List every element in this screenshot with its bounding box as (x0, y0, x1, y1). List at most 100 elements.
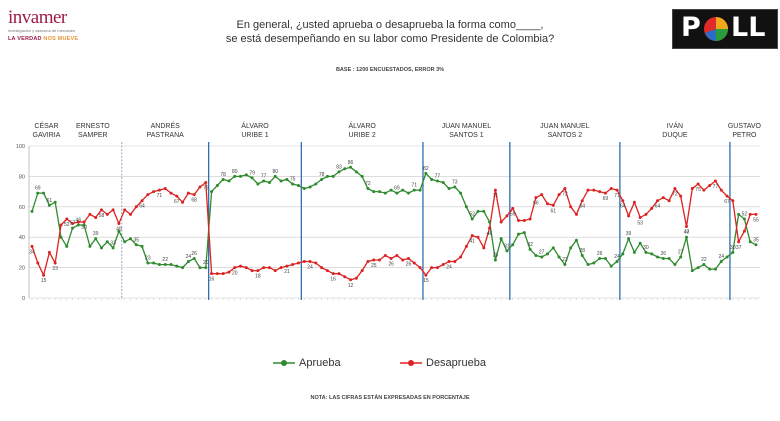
data-point-desaprueba (308, 260, 312, 264)
data-point-desaprueba (586, 188, 590, 192)
data-label: 33 (110, 240, 116, 246)
data-label: 46 (487, 231, 493, 237)
data-point-aprueba (603, 256, 607, 260)
data-point-desaprueba (210, 272, 214, 276)
period-label-term: SANTOS 2 (548, 132, 583, 139)
data-point-desaprueba (233, 266, 237, 270)
data-point-aprueba (250, 176, 254, 180)
data-label: 15 (41, 278, 47, 284)
data-point-aprueba (117, 229, 121, 233)
data-label: 21 (284, 269, 290, 275)
data-point-desaprueba (244, 266, 248, 270)
data-point-desaprueba (464, 244, 468, 248)
data-label: 16 (330, 277, 336, 283)
data-point-desaprueba (459, 255, 463, 259)
data-point-desaprueba (551, 203, 555, 207)
data-label: 27 (678, 249, 684, 255)
data-point-aprueba (291, 182, 295, 186)
data-point-desaprueba (424, 273, 428, 277)
data-point-aprueba (464, 205, 468, 209)
data-point-desaprueba (36, 261, 40, 265)
data-point-desaprueba (53, 261, 57, 265)
data-label: 69 (603, 196, 609, 202)
data-point-desaprueba (227, 270, 231, 274)
data-point-aprueba (545, 252, 549, 256)
data-label: 71 (411, 183, 417, 189)
data-point-aprueba (470, 217, 474, 221)
data-point-aprueba (684, 235, 688, 239)
logo-subtitle: investigación y asesoría de mercadeo (8, 28, 76, 33)
data-label: 79 (249, 170, 255, 176)
data-point-aprueba (725, 255, 729, 259)
data-point-aprueba (656, 255, 660, 259)
data-point-desaprueba (76, 220, 80, 224)
data-point-desaprueba (273, 269, 277, 273)
data-point-desaprueba (325, 269, 329, 273)
data-label: 72 (365, 181, 371, 187)
data-point-aprueba (140, 244, 144, 248)
data-point-desaprueba (349, 278, 353, 282)
data-point-aprueba (65, 244, 69, 248)
data-point-aprueba (522, 231, 526, 235)
data-label: 57 (70, 221, 76, 227)
data-label: 80 (232, 169, 238, 175)
data-point-aprueba (441, 180, 445, 184)
data-point-desaprueba (540, 193, 544, 197)
data-label: 67 (724, 199, 730, 205)
data-point-aprueba (621, 252, 625, 256)
base-note: BASE : 1200 ENCUESTADOS, ERROR 3% (335, 67, 445, 73)
data-point-desaprueba (152, 190, 156, 194)
data-label: 24 (446, 265, 452, 271)
data-point-desaprueba (65, 217, 69, 221)
data-point-aprueba (406, 191, 410, 195)
data-point-desaprueba (632, 200, 636, 204)
data-point-aprueba (742, 217, 746, 221)
data-point-desaprueba (684, 225, 688, 229)
data-point-desaprueba (262, 266, 266, 270)
data-point-desaprueba (493, 188, 497, 192)
logo-wordmark: invamer (8, 7, 67, 28)
data-label: 20 (203, 260, 209, 266)
y-tick-label: 0 (22, 296, 25, 302)
data-point-desaprueba (511, 206, 515, 210)
data-label: 61 (47, 198, 53, 204)
data-label: 47 (684, 230, 690, 236)
data-point-desaprueba (748, 212, 752, 216)
poll-logo: P LL (672, 9, 778, 49)
data-point-desaprueba (482, 246, 486, 250)
period-label-term: PETRO (732, 132, 757, 139)
data-point-desaprueba (418, 266, 422, 270)
data-point-aprueba (349, 165, 353, 169)
data-point-desaprueba (713, 179, 717, 183)
data-point-aprueba (239, 174, 243, 178)
data-label: 52 (469, 211, 475, 217)
data-point-aprueba (262, 179, 266, 183)
period-label-name: CÉSAR (34, 121, 58, 130)
data-point-aprueba (609, 264, 613, 268)
period-label-term: PASTRANA (147, 132, 185, 139)
period-label-name: ÁLVARO (241, 121, 269, 130)
data-point-aprueba (302, 187, 306, 191)
data-point-aprueba (215, 184, 219, 188)
y-axis: 0 20 40 60 80 100 (16, 144, 30, 302)
series-lines (31, 166, 757, 281)
data-point-desaprueba (181, 200, 185, 204)
data-label: 15 (423, 278, 429, 284)
data-point-aprueba (354, 170, 358, 174)
data-point-desaprueba (163, 187, 167, 191)
data-point-aprueba (412, 188, 416, 192)
legend-desaprueba-label: Desaprueba (426, 357, 486, 369)
data-label: 25 (371, 263, 377, 269)
data-label: 24 (614, 254, 620, 260)
data-label: 26 (597, 251, 603, 257)
data-point-desaprueba (650, 206, 654, 210)
data-label: 39 (626, 231, 632, 237)
data-point-desaprueba (314, 261, 318, 265)
data-point-aprueba (366, 187, 370, 191)
data-point-aprueba (314, 182, 318, 186)
data-point-aprueba (679, 255, 683, 259)
period-labels: CÉSAR GAVIRIA ERNESTO SAMPER ANDRÉS PASTRANA Á… (33, 121, 762, 139)
data-label: 18 (255, 274, 261, 280)
data-point-aprueba (540, 255, 544, 259)
